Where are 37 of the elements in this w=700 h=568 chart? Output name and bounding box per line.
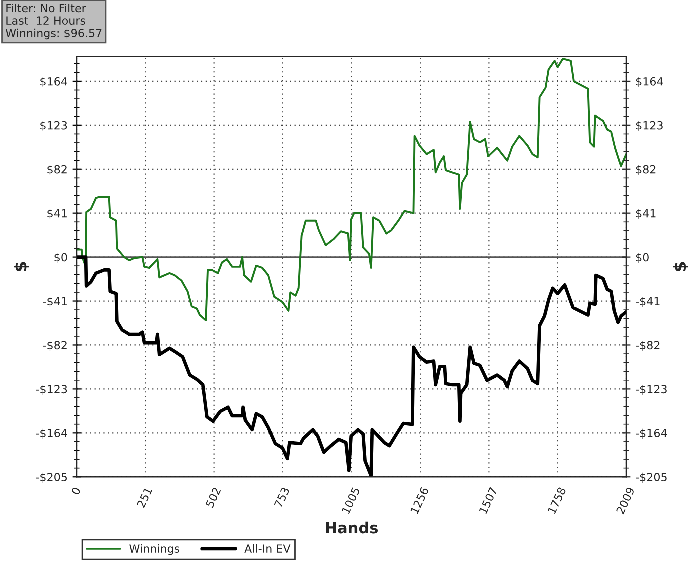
legend-label: All-In EV [244, 544, 291, 553]
y-tick-label: $82 [48, 165, 67, 176]
y-tick-label: -$164 [36, 428, 68, 440]
y2-tick-label: $164 [636, 77, 664, 88]
y-tick-label: $0 [54, 253, 68, 264]
y2-tick-label: $123 [636, 121, 663, 132]
y-tick-label: -$82 [43, 341, 67, 352]
y2-tick-label: -$82 [636, 341, 660, 352]
legend-label: Winnings [130, 544, 180, 556]
y-tick-label: $41 [48, 209, 67, 220]
x-axis-title: Hands [326, 522, 378, 534]
text: Last 12 Hours [6, 16, 86, 26]
y-tick-label: -$41 [43, 297, 67, 308]
y-tick-label: $164 [40, 77, 68, 88]
text: Filter: No Filter [6, 4, 86, 13]
y2-tick-label: $82 [636, 165, 656, 176]
x-tick-label: 1758 [548, 486, 566, 514]
y-tick-label: -$123 [36, 384, 68, 396]
x-tick-label: 1256 [410, 486, 430, 514]
y-tick-label: $123 [40, 121, 68, 132]
x-tick-label: 251 [136, 487, 153, 508]
x-tick-label: 1507 [479, 487, 498, 514]
x-tick-label: 753 [274, 487, 290, 508]
y2-tick-label: $0 [636, 253, 649, 264]
y2-axis-title: $ [673, 262, 688, 272]
x-tick-label: 2009 [616, 486, 636, 515]
x-tick-label: 0 [71, 486, 82, 496]
y2-tick-label: -$205 [636, 472, 667, 483]
y2-tick-label: -$164 [636, 428, 668, 440]
x-tick-label: 502 [205, 487, 222, 508]
y-axis-title: $ [14, 262, 30, 272]
x-tick-label: 1005 [342, 487, 360, 514]
y2-tick-label: $41 [636, 209, 656, 220]
y2-tick-label: -$41 [636, 297, 660, 308]
y-tick-label: -$205 [36, 472, 67, 483]
y2-tick-label: -$123 [636, 384, 667, 396]
text: Winnings: $96.57 [6, 28, 102, 40]
